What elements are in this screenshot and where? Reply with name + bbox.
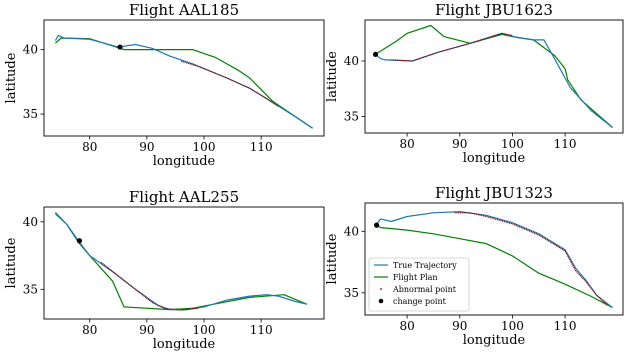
y-tick-label: 40 xyxy=(23,43,38,57)
subplot-2: Flight JBU1623 80 90 100 110 35 40 longitude lat… xyxy=(325,1,624,166)
legend-abnormal-point-swatch xyxy=(380,288,382,290)
flight-plan-line xyxy=(375,24,613,128)
chart-title: Flight JBU1623 xyxy=(435,1,553,19)
x-tick-label: 80 xyxy=(82,140,97,154)
y-tick-label: 35 xyxy=(344,286,359,300)
x-axis-label: longitude xyxy=(153,154,216,169)
legend-entry-label: change point xyxy=(393,297,447,306)
x-axis-label: longitude xyxy=(463,151,526,166)
legend-change-point-swatch xyxy=(378,298,384,304)
subplot-4: Flight JBU1323 80 90 100 110 35 40 longitude lat… xyxy=(325,184,624,348)
abnormal-points xyxy=(391,32,513,62)
change-point-marker xyxy=(372,51,379,57)
flight-plan-line xyxy=(54,37,313,129)
axes-frame xyxy=(43,206,325,320)
change-point-marker xyxy=(373,222,380,228)
subplot-1: Flight AAL185 80 90 100 110 35 40 longitude lati… xyxy=(4,1,325,169)
y-tick-label: 40 xyxy=(344,54,359,68)
x-tick-label: 100 xyxy=(193,140,216,154)
y-axis-label: latitude xyxy=(325,51,340,102)
legend-box xyxy=(368,257,470,312)
change-point-marker xyxy=(117,44,123,50)
x-tick-label: 110 xyxy=(250,140,273,154)
x-tick-label: 90 xyxy=(139,323,154,337)
axes-frame xyxy=(43,19,325,137)
x-tick-label: 100 xyxy=(193,323,216,337)
flight-plan-line xyxy=(375,224,613,309)
true-trajectory-line xyxy=(375,211,613,309)
y-axis-label: latitude xyxy=(4,52,19,103)
legend-entry-label: True Trajectory xyxy=(393,261,457,270)
x-tick-label: 80 xyxy=(399,319,414,333)
flight-plan-line xyxy=(54,213,308,311)
plot-area xyxy=(375,211,613,309)
x-tick-label: 80 xyxy=(399,137,414,151)
subplot-3: Flight AAL255 80 90 100 110 35 40 longitude lati… xyxy=(4,188,325,352)
chart-title: Flight AAL185 xyxy=(129,1,239,19)
plot-area xyxy=(54,34,313,129)
abnormal-points xyxy=(454,212,608,306)
y-tick-label: 35 xyxy=(23,282,38,296)
x-tick-label: 110 xyxy=(554,319,577,333)
legend: True Trajectory Flight Plan Abnormal point… xyxy=(368,257,470,312)
axes-frame xyxy=(364,19,624,134)
plot-area xyxy=(54,211,308,311)
abnormal-points xyxy=(180,60,279,107)
x-axis-label: longitude xyxy=(153,337,216,352)
y-tick-label: 35 xyxy=(23,107,38,121)
x-tick-label: 90 xyxy=(139,140,154,154)
y-tick-label: 40 xyxy=(344,224,359,238)
x-axis-label: longitude xyxy=(463,333,526,348)
chart-title: Flight JBU1323 xyxy=(435,184,553,202)
x-tick-label: 90 xyxy=(452,319,467,333)
x-tick-label: 110 xyxy=(554,137,577,151)
x-tick-label: 100 xyxy=(501,137,524,151)
abnormal-points xyxy=(100,261,199,311)
y-tick-label: 40 xyxy=(23,215,38,229)
x-tick-label: 90 xyxy=(452,137,467,151)
y-axis-label: latitude xyxy=(325,233,340,284)
y-axis-label: latitude xyxy=(4,237,19,288)
x-tick-label: 100 xyxy=(501,319,524,333)
legend-entry-label: Flight Plan xyxy=(393,273,438,282)
true-trajectory-line xyxy=(54,211,308,311)
axes-frame xyxy=(364,202,624,316)
y-tick-label: 35 xyxy=(344,109,359,123)
legend-entry-label: Abnormal point xyxy=(392,285,457,294)
chart-title: Flight AAL255 xyxy=(129,188,239,206)
true-trajectory-line xyxy=(375,32,613,128)
change-point-marker xyxy=(76,238,83,244)
plot-area xyxy=(375,24,613,128)
x-tick-label: 110 xyxy=(250,323,273,337)
x-tick-label: 80 xyxy=(82,323,97,337)
